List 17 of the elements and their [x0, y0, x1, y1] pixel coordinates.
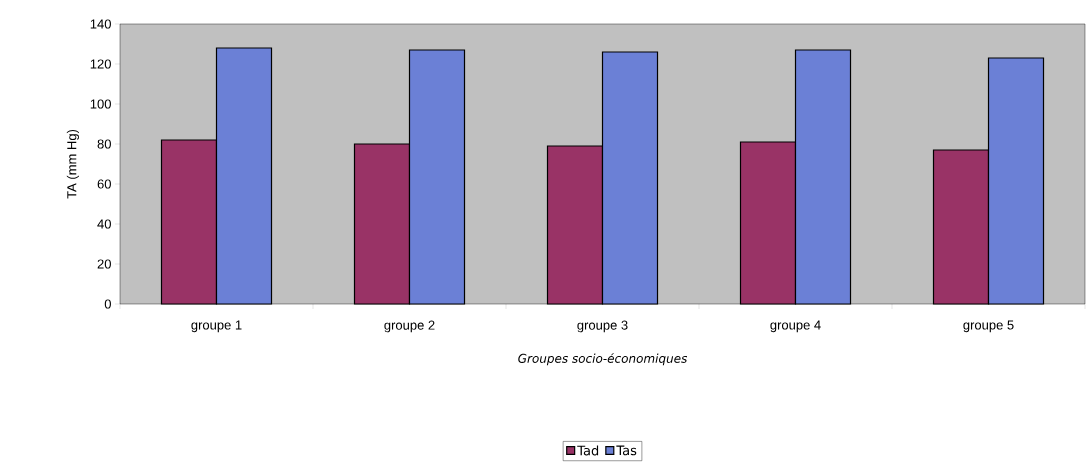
x-tick-label: groupe 4: [770, 320, 821, 333]
y-tick-label: 140: [90, 19, 111, 29]
y-tick-label: 20: [97, 259, 111, 269]
y-tick-label: 40: [97, 219, 111, 229]
y-axis-title: TA (mm Hg): [66, 129, 79, 199]
y-tick-label: 0: [104, 299, 111, 309]
x-tick-label: groupe 3: [577, 320, 628, 333]
legend-label: Tad: [577, 445, 599, 456]
y-tick-label: 80: [97, 139, 111, 149]
y-tick-label: 60: [97, 179, 111, 189]
y-tick-label: 120: [90, 59, 111, 69]
x-tick-label: groupe 5: [963, 320, 1014, 333]
x-axis-title: Groupes socio-économiques: [518, 353, 688, 366]
legend-label: Tas: [616, 445, 637, 456]
x-tick-label: groupe 1: [191, 320, 242, 333]
y-tick-label: 100: [90, 99, 111, 109]
x-tick-label: groupe 2: [384, 320, 435, 333]
